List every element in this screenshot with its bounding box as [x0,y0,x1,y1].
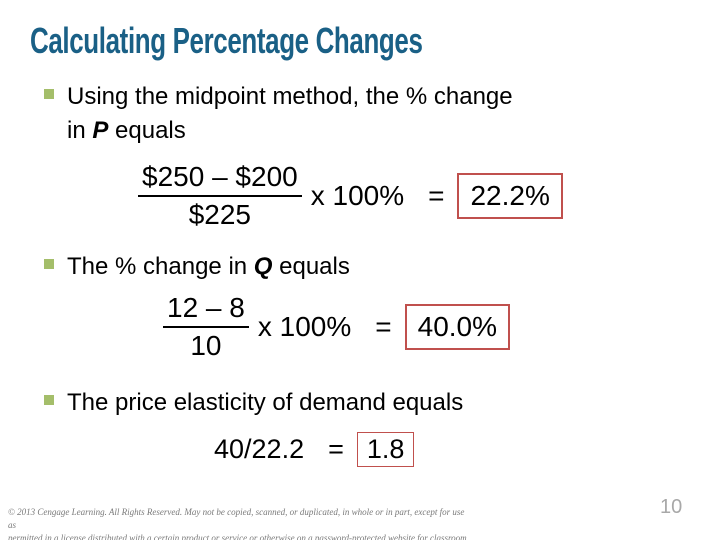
fraction-numerator: $250 – $200 [142,161,298,192]
bullet-1-line-2-post: equals [108,117,186,144]
variable-q: Q [253,253,273,280]
fraction-denominator: $225 [188,199,251,231]
result-box-elasticity: 1.8 [356,432,415,468]
fraction-denominator: 10 [190,330,222,362]
copyright-notice: © 2013 Cengage Learning. All Rights Rese… [8,506,468,540]
bullet-2-post: equals [272,253,350,280]
fraction-bar [163,326,249,329]
fraction-quantity: 12 – 8 10 [163,292,249,362]
equals-sign: = [428,180,445,212]
fraction-bar [138,195,302,198]
variable-p: P [92,117,109,144]
bullet-1-text: Using the midpoint method, the % change … [67,80,513,148]
bullet-square-icon [44,395,54,405]
equals-sign: = [328,434,344,464]
bullet-1-line-1: Using the midpoint method, the % change [67,83,513,110]
bullet-2-line: The % change in Q equals [67,250,350,284]
fraction-numerator: 12 – 8 [167,292,245,323]
formula-quantity-change: 12 – 8 10 x 100% = 40.0% [163,292,511,362]
bullet-2-pre: The % change in [67,253,254,280]
equals-sign: = [375,311,392,343]
multiplier: x 100% [310,180,405,212]
bullet-1-line-2: in P equals [67,114,513,148]
page-number: 10 [660,496,683,518]
copyright-line-2: permitted in a license distributed with … [8,533,467,540]
elasticity-expression: 40/22.2 [214,434,305,464]
bullet-item-midpoint-method: Using the midpoint method, the % change … [44,80,513,148]
bullet-square-icon [44,259,54,269]
bullet-1-line-2-pre: in [67,117,93,144]
formula-elasticity: 40/22.2 = 1.8 [214,432,415,468]
slide-title: Calculating Percentage Changes [30,20,423,61]
result-box-price: 22.2% [457,173,563,220]
multiplier: x 100% [257,311,352,343]
formula-price-change: $250 – $200 $225 x 100% = 22.2% [138,161,563,231]
bullet-2-text: The % change in Q equals [67,250,350,284]
bullet-item-elasticity: The price elasticity of demand equals [44,386,463,420]
bullet-item-quantity-change: The % change in Q equals [44,250,350,284]
copyright-line-1: © 2013 Cengage Learning. All Rights Rese… [8,507,465,530]
bullet-square-icon [44,89,54,99]
result-box-quantity: 40.0% [404,304,511,351]
bullet-3-line: The price elasticity of demand equals [67,389,464,416]
fraction-price: $250 – $200 $225 [138,161,302,231]
bullet-3-text: The price elasticity of demand equals [67,386,463,420]
